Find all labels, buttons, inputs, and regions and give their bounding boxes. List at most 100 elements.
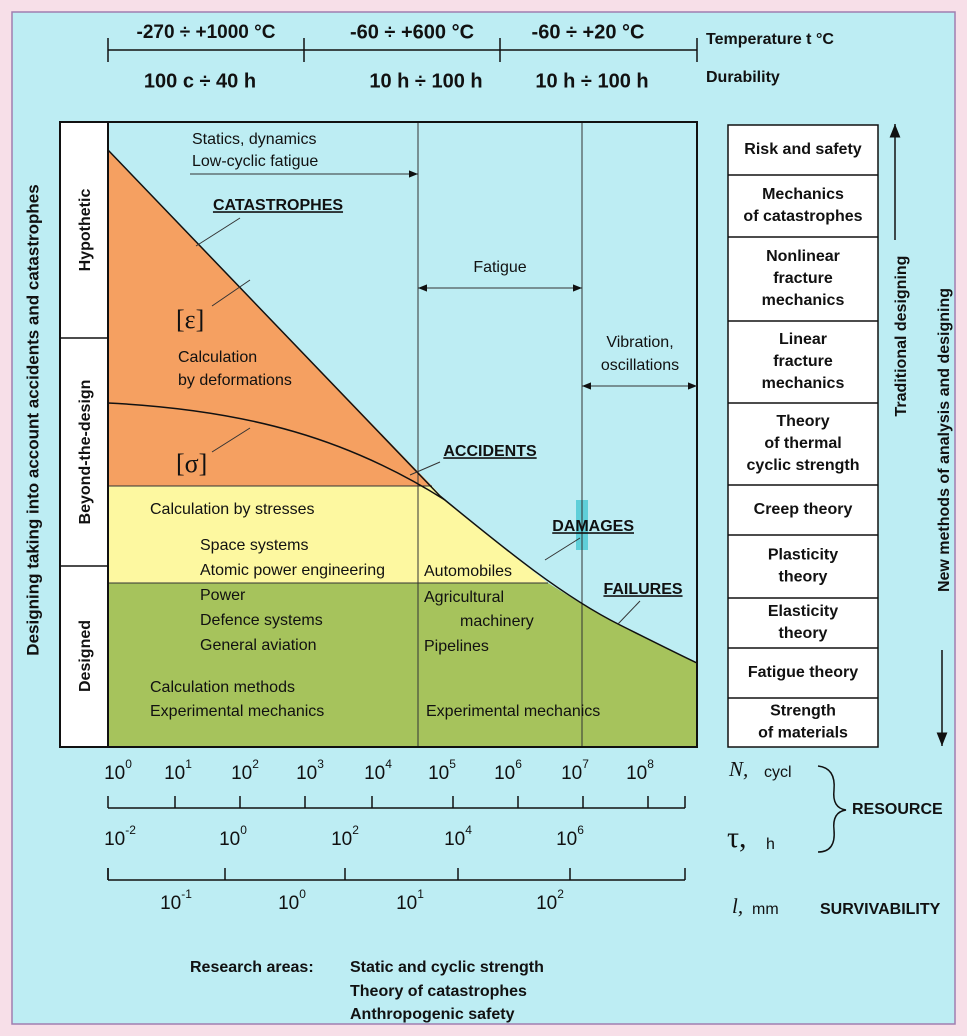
note: General aviation xyxy=(200,637,317,654)
tick-exp: 1 xyxy=(417,887,424,901)
theory-label: Plasticity xyxy=(768,547,838,564)
tick-label: 106 xyxy=(556,823,584,850)
tick-label: 108 xyxy=(626,757,654,784)
tick-exp: 7 xyxy=(582,757,589,771)
theory-label: Risk and safety xyxy=(744,141,861,158)
side-title: Designing taking into account accidents … xyxy=(23,184,42,655)
axis-unit: cycl xyxy=(764,764,792,781)
theory-label: of materials xyxy=(758,725,848,742)
theory-label: Linear xyxy=(779,331,827,348)
tick-exp: 2 xyxy=(352,823,359,837)
theory-label: of catastrophes xyxy=(743,208,862,225)
research-item: Anthropogenic safety xyxy=(350,1006,515,1023)
temp-range: -270 ÷ +1000 °C xyxy=(137,22,276,43)
tick-label: 105 xyxy=(428,757,456,784)
tick-base: 10 xyxy=(428,763,449,784)
tick-label: 102 xyxy=(231,757,259,784)
designed-region xyxy=(108,583,697,747)
axis-symbol: τ, xyxy=(727,821,747,854)
theory-label: Strength xyxy=(770,703,836,720)
temp-label: Temperature t °C xyxy=(706,31,834,48)
tick-label: 106 xyxy=(494,757,522,784)
theory-label: Theory xyxy=(776,413,829,430)
note: Calculation methods xyxy=(150,679,295,696)
research-item: Static and cyclic strength xyxy=(350,959,544,976)
axis-symbol: l, xyxy=(732,894,743,918)
level-label: Beyond-the-design xyxy=(77,380,94,525)
symbol: [σ] xyxy=(176,449,207,478)
tick-base: 10 xyxy=(396,893,417,914)
note: machinery xyxy=(460,613,534,630)
beyond-region xyxy=(108,486,548,583)
tick-base: 10 xyxy=(494,763,515,784)
tick-base: 10 xyxy=(296,763,317,784)
temp-range: -60 ÷ +20 °C xyxy=(532,21,645,43)
tick-exp: -1 xyxy=(181,887,192,901)
axis-symbol: N, xyxy=(728,757,748,781)
note: Power xyxy=(200,587,246,604)
sigma-curve xyxy=(107,402,446,501)
tick-exp: 0 xyxy=(240,823,247,837)
tick-exp: 2 xyxy=(252,757,259,771)
label: DAMAGES xyxy=(552,518,634,535)
tick-exp: 1 xyxy=(185,757,192,771)
tick-label: 104 xyxy=(364,757,392,784)
note: Space systems xyxy=(200,537,308,554)
tick-label: 101 xyxy=(396,887,424,914)
note: Experimental mechanics xyxy=(426,703,600,720)
tick-base: 10 xyxy=(364,763,385,784)
theory-label: mechanics xyxy=(762,292,845,309)
theories: Risk and safety Mechanics of catastrophes N… xyxy=(727,124,879,748)
tick-base: 10 xyxy=(561,763,582,784)
note: Defence systems xyxy=(200,612,323,629)
theory-label: Fatigue theory xyxy=(748,664,858,681)
theory-label: Elasticity xyxy=(768,603,838,620)
tick-base: 10 xyxy=(536,893,557,914)
note: Calculation by stresses xyxy=(150,501,315,518)
theory-label: of thermal xyxy=(764,435,841,452)
theory-label: theory xyxy=(779,569,828,586)
durability-range: 100 c ÷ 40 h xyxy=(144,70,256,92)
level-column xyxy=(59,121,109,748)
label: FAILURES xyxy=(603,581,682,598)
note: oscillations xyxy=(601,357,679,374)
tick-label: 100 xyxy=(104,757,132,784)
tick-exp: 3 xyxy=(317,757,324,771)
label: CATASTROPHES xyxy=(213,197,343,214)
research-item: Theory of catastrophes xyxy=(350,983,527,1000)
tick-exp: 0 xyxy=(125,757,132,771)
axis-unit: h xyxy=(766,836,775,853)
theory-label: Mechanics xyxy=(762,186,844,203)
level-label: Designed xyxy=(77,620,94,692)
tick-base: 10 xyxy=(104,829,125,850)
note: Experimental mechanics xyxy=(150,703,324,720)
tick-exp: 4 xyxy=(385,757,392,771)
tick-label: 103 xyxy=(296,757,324,784)
survivability-label: SURVIVABILITY xyxy=(820,901,941,918)
theories-box xyxy=(727,124,879,748)
note: Automobiles xyxy=(424,563,512,580)
note: Fatigue xyxy=(473,259,526,276)
tick-label: 102 xyxy=(536,887,564,914)
tick-label: 101 xyxy=(164,757,192,784)
theory-label: mechanics xyxy=(762,375,845,392)
axis-unit: mm xyxy=(752,901,779,918)
tick-base: 10 xyxy=(164,763,185,784)
resource-label: RESOURCE xyxy=(852,801,943,818)
durability-range: 10 h ÷ 100 h xyxy=(535,70,648,92)
level-label: Hypothetic xyxy=(77,189,94,272)
tick-base: 10 xyxy=(231,763,252,784)
theory-label: fracture xyxy=(773,270,833,287)
tick-base: 10 xyxy=(160,893,181,914)
tick-base: 10 xyxy=(556,829,577,850)
tick-label: 100 xyxy=(278,887,306,914)
theory-label: fracture xyxy=(773,353,833,370)
theory-label: Creep theory xyxy=(754,501,853,518)
tick-base: 10 xyxy=(444,829,465,850)
note: Calculation xyxy=(178,349,257,366)
tick-label: 100 xyxy=(219,823,247,850)
tick-exp: 5 xyxy=(449,757,456,771)
limit-curve xyxy=(107,149,698,664)
